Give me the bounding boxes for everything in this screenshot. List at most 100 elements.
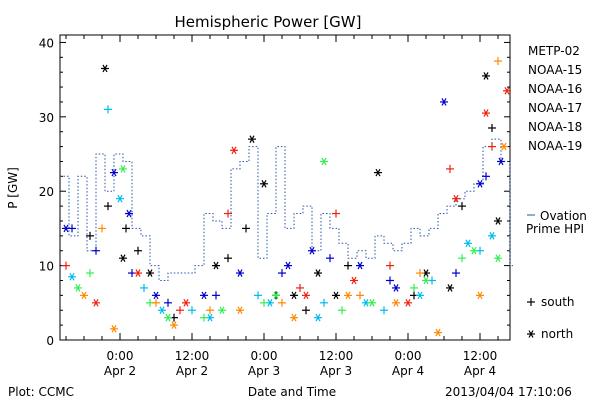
noaa-17-north-point xyxy=(494,254,502,262)
legend-entry-noaa-16: NOAA-16 xyxy=(528,82,582,96)
noaa-17-north-point xyxy=(368,299,376,307)
ovation-step-line xyxy=(60,138,513,281)
noaa-18-north-point xyxy=(170,321,178,329)
noaa-17-north-point xyxy=(74,284,82,292)
metp-02-north-point xyxy=(146,269,154,277)
noaa-15-north-point xyxy=(236,269,244,277)
legend-entry-noaa-18: NOAA-18 xyxy=(528,120,582,134)
metp-02-north-point xyxy=(260,179,268,188)
x-tick-date: Apr 2 xyxy=(176,364,208,378)
noaa-15-north-point xyxy=(356,261,364,270)
noaa-17-south-point xyxy=(458,254,466,263)
metp-02-north-point xyxy=(248,135,256,143)
noaa-16-north-point xyxy=(314,313,322,322)
noaa-19-north-point xyxy=(92,299,100,307)
scatter-points xyxy=(62,57,511,337)
noaa-15-north-point xyxy=(392,284,400,292)
x-tick-date: Apr 3 xyxy=(248,364,280,378)
noaa-16-north-point xyxy=(158,306,166,315)
noaa-16-south-point xyxy=(320,298,328,307)
legend-entry-noaa-19: NOAA-19 xyxy=(528,139,582,153)
noaa-16-south-point xyxy=(254,291,262,300)
noaa-18-north-point xyxy=(434,328,442,337)
metp-02-south-point xyxy=(86,231,94,240)
y-tick-label: 0 xyxy=(46,334,54,348)
noaa-18-north-point xyxy=(236,306,244,315)
noaa-18-north-point xyxy=(290,313,298,322)
y-tick-label: 10 xyxy=(39,260,54,274)
noaa-19-north-point xyxy=(302,291,310,300)
x-tick-date: Apr 4 xyxy=(464,364,496,378)
noaa-17-north-point xyxy=(218,306,226,315)
legend-entry-noaa-17: NOAA-17 xyxy=(528,101,582,115)
noaa-17-north-point xyxy=(119,165,127,173)
metp-02-north-point xyxy=(212,261,220,270)
noaa-19-north-point xyxy=(230,146,238,155)
noaa-18-south-point xyxy=(98,224,106,233)
metp-02-south-point xyxy=(458,202,466,211)
x-tick-date: Apr 3 xyxy=(320,364,352,378)
noaa-16-south-point xyxy=(104,105,112,114)
metp-02-north-point xyxy=(446,284,454,292)
noaa-15-south-point xyxy=(278,269,286,278)
noaa-18-north-point xyxy=(476,291,484,300)
x-tick-label: 12:00 xyxy=(175,349,210,363)
legend: METP-02 NOAA-15 NOAA-16 NOAA-17 NOAA-18 NOAA-… xyxy=(526,44,587,341)
legend-ovation-label: Ovation xyxy=(540,209,587,223)
noaa-18-north-point xyxy=(80,291,88,300)
noaa-15-north-point xyxy=(110,168,118,177)
metp-02-south-point xyxy=(488,123,496,132)
noaa-15-north-point xyxy=(152,291,160,300)
ovation-hpi-line xyxy=(60,138,513,281)
footer-credit: Plot: CCMC xyxy=(8,385,74,399)
metp-02-south-point xyxy=(134,246,142,255)
noaa-19-south-point xyxy=(446,164,454,173)
noaa-15-south-point xyxy=(326,254,334,263)
noaa-15-south-point xyxy=(212,291,220,300)
noaa-16-north-point xyxy=(464,239,472,248)
noaa-15-south-point xyxy=(164,298,172,307)
noaa-16-north-point xyxy=(116,194,124,203)
noaa-18-north-point xyxy=(344,291,352,300)
x-tick-label: 0:00 xyxy=(395,349,422,363)
noaa-15-north-point xyxy=(284,261,292,270)
legend-marker-label: north xyxy=(541,327,573,341)
noaa-16-north-point xyxy=(68,272,76,281)
y-tick-label: 20 xyxy=(39,185,54,199)
noaa-18-north-point xyxy=(110,325,118,333)
legend-marker-label: south xyxy=(541,295,575,309)
noaa-19-south-point xyxy=(332,209,340,218)
noaa-18-south-point xyxy=(416,269,424,278)
x-tick-label: 0:00 xyxy=(251,349,278,363)
metp-02-north-point xyxy=(482,72,490,80)
metp-02-south-point xyxy=(344,261,352,270)
metp-02-north-point xyxy=(332,291,340,300)
plot-frame xyxy=(59,34,511,341)
noaa-19-south-point xyxy=(62,261,70,270)
legend-north-symbol xyxy=(527,330,535,338)
noaa-18-south-point xyxy=(494,57,502,66)
noaa-19-south-point xyxy=(224,209,232,218)
legend-entry-metp-02: METP-02 xyxy=(528,44,580,58)
noaa-19-north-point xyxy=(452,194,460,203)
noaa-17-south-point xyxy=(200,313,208,322)
noaa-18-south-point xyxy=(356,291,364,300)
metp-02-north-point xyxy=(290,291,298,300)
x-axis-label: Date and Time xyxy=(248,385,336,399)
noaa-17-north-point xyxy=(422,276,430,285)
footer-timestamp: 2013/04/04 17:10:06 xyxy=(445,385,572,399)
metp-02-north-point xyxy=(494,217,502,225)
noaa-18-south-point xyxy=(206,306,214,315)
noaa-15-south-point xyxy=(452,269,460,278)
noaa-19-south-point xyxy=(488,142,496,151)
noaa-19-north-point xyxy=(350,276,358,285)
noaa-19-south-point xyxy=(386,261,394,270)
noaa-16-north-point xyxy=(488,232,496,240)
noaa-15-south-point xyxy=(386,276,394,285)
metp-02-south-point xyxy=(104,202,112,211)
noaa-17-south-point xyxy=(338,306,346,315)
metp-02-south-point xyxy=(242,224,250,233)
noaa-17-north-point xyxy=(470,246,478,255)
